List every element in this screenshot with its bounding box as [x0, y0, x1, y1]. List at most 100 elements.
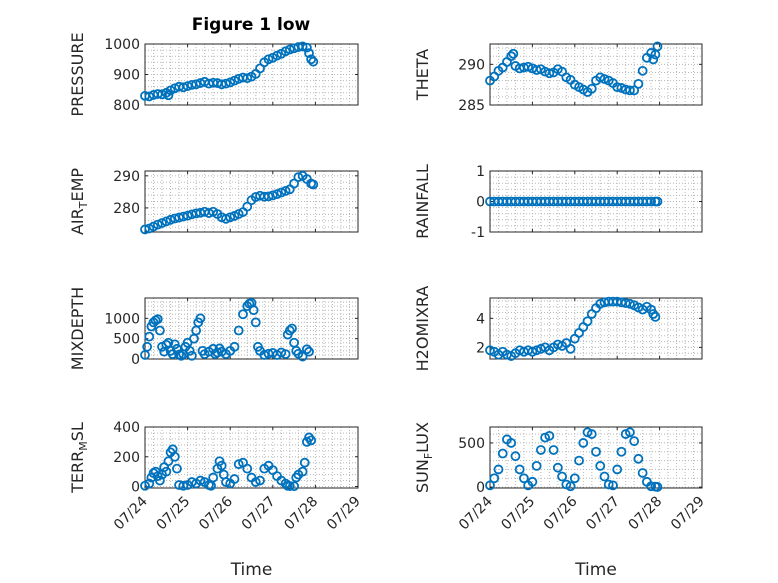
- data-point: [297, 41, 308, 52]
- data-point: [565, 343, 576, 354]
- x-tick-label: 07/26: [196, 493, 236, 533]
- data-point: [263, 191, 274, 202]
- data-point: [165, 214, 176, 225]
- data-point: [625, 427, 635, 438]
- data-point: [172, 343, 182, 354]
- data-point: [650, 311, 661, 322]
- data-point: [646, 481, 657, 492]
- x-tick-label: 07/27: [239, 494, 279, 534]
- data-point: [304, 48, 314, 59]
- y-tick-label: 1000: [104, 37, 140, 53]
- data-point: [178, 211, 189, 222]
- data-point: [308, 179, 319, 190]
- data-point: [637, 65, 648, 76]
- subplot-pressure: 800 900 1000 PRESSURE: [68, 32, 359, 117]
- data-point: [157, 89, 167, 100]
- data-point: [485, 345, 495, 356]
- data-point: [144, 478, 155, 489]
- data-point: [527, 476, 538, 487]
- data-point: [306, 54, 317, 65]
- data-point: [284, 481, 295, 491]
- data-point: [250, 317, 261, 328]
- y-axis-label: SUNFLUX: [413, 422, 435, 493]
- x-tick-label: 07/26: [541, 493, 581, 533]
- data-point: [178, 82, 189, 93]
- data-point: [221, 477, 231, 487]
- data-point: [299, 457, 310, 468]
- data-point: [191, 79, 202, 90]
- data-point: [569, 473, 580, 484]
- data-point: [152, 314, 163, 325]
- data-point: [182, 210, 193, 221]
- y-tick-label: 200: [113, 450, 140, 466]
- data-point: [527, 346, 538, 357]
- data-point: [625, 85, 635, 96]
- data-point: [603, 479, 614, 490]
- x-tick-label: 07/25: [498, 494, 538, 534]
- x-tick-label: 07/28: [626, 494, 666, 534]
- subplot-h2omixra: 2 4 H2OMIXRA: [413, 286, 703, 371]
- plot-area: [490, 44, 702, 105]
- data-point: [284, 325, 295, 336]
- y-tick-label: 285: [458, 98, 485, 114]
- data-point: [186, 350, 197, 361]
- data-point: [195, 475, 206, 486]
- data-point: [163, 90, 174, 101]
- data-point: [301, 344, 312, 355]
- data-point: [574, 455, 584, 466]
- data-point: [595, 460, 606, 471]
- data-point: [250, 477, 261, 487]
- data-point: [586, 83, 597, 94]
- subplot-terr-msl: 07/24 07/25 07/26 07/27 07/28 07/29 0 200 400 TER…: [68, 420, 364, 580]
- data-point: [612, 464, 623, 475]
- data-point: [242, 463, 253, 474]
- data-point: [652, 196, 663, 207]
- data-point: [531, 345, 542, 356]
- data-point: [216, 460, 227, 471]
- data-point: [616, 446, 627, 457]
- data-point: [267, 190, 278, 201]
- data-point: [508, 48, 519, 59]
- data-point: [293, 172, 304, 183]
- data-point: [629, 436, 640, 447]
- subplot-air-temp: 280 290 AIRTEMP: [68, 168, 359, 235]
- axes-box: [489, 297, 703, 360]
- data-point: [142, 341, 153, 352]
- y-tick-label: 1: [476, 164, 485, 180]
- data-point: [178, 480, 189, 491]
- data-point: [599, 471, 610, 482]
- axes-box: [489, 426, 703, 489]
- y-tick-label: 290: [458, 57, 485, 73]
- data-point: [174, 212, 184, 223]
- data-point: [248, 305, 259, 316]
- data-point: [287, 323, 297, 334]
- data-point: [169, 451, 180, 462]
- data-point: [506, 51, 517, 62]
- data-point: [255, 475, 265, 486]
- y-axis-label: AIRTEMP: [68, 168, 90, 235]
- data-point: [544, 430, 555, 441]
- x-tick-label: 07/29: [324, 494, 364, 534]
- data-point: [652, 41, 663, 52]
- data-point: [176, 350, 187, 361]
- data-point: [169, 213, 180, 224]
- data-point: [535, 445, 546, 455]
- data-point: [637, 468, 648, 478]
- y-tick-label: 500: [113, 332, 140, 348]
- subplot-rainfall: -1 0 1 RAINFALL: [413, 164, 703, 241]
- data-point: [633, 453, 644, 464]
- y-axis-label: TERRMSL: [68, 422, 90, 494]
- y-tick-label: 290: [113, 169, 140, 185]
- data-point: [612, 82, 623, 93]
- x-tick-label: 07/27: [583, 494, 623, 534]
- y-tick-label: 0: [131, 480, 140, 496]
- data-point: [221, 78, 231, 89]
- data-point: [238, 309, 248, 320]
- data-point: [208, 472, 219, 483]
- data-point: [301, 42, 312, 53]
- data-point: [591, 446, 601, 457]
- data-point: [625, 298, 635, 309]
- data-point: [233, 459, 244, 470]
- data-point: [595, 298, 606, 309]
